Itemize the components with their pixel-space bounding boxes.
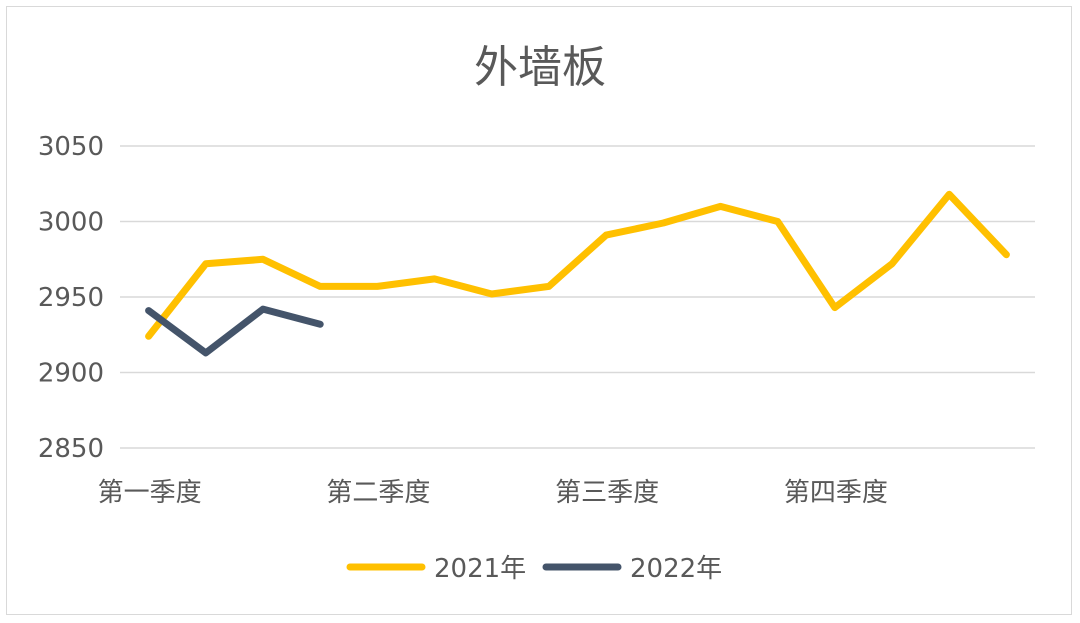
y-tick-label: 3050 [38, 132, 104, 162]
gridlines [120, 145, 1035, 449]
series-line-1 [145, 190, 1010, 340]
y-tick-label: 2950 [38, 283, 104, 313]
y-axis: 3050 3000 2950 2900 2850 [38, 132, 104, 464]
series-line-2 [145, 305, 324, 357]
x-axis: 第一季度 第二季度 第三季度 第四季度 [98, 478, 888, 508]
x-tick-label: 第四季度 [784, 478, 888, 508]
x-tick-label: 第三季度 [555, 478, 659, 508]
chart-frame [6, 6, 1072, 615]
series-lines [145, 190, 1010, 357]
chart-title: 外墙板 [474, 42, 606, 93]
legend: 2021年 2022年 [346, 554, 722, 584]
y-tick-label: 2850 [38, 434, 104, 464]
y-tick-label: 3000 [38, 208, 104, 238]
y-tick-label: 2900 [38, 359, 104, 389]
x-tick-label: 第二季度 [326, 478, 430, 508]
legend-label: 2022年 [630, 554, 722, 584]
x-tick-label: 第一季度 [98, 478, 202, 508]
legend-label: 2021年 [434, 554, 526, 584]
